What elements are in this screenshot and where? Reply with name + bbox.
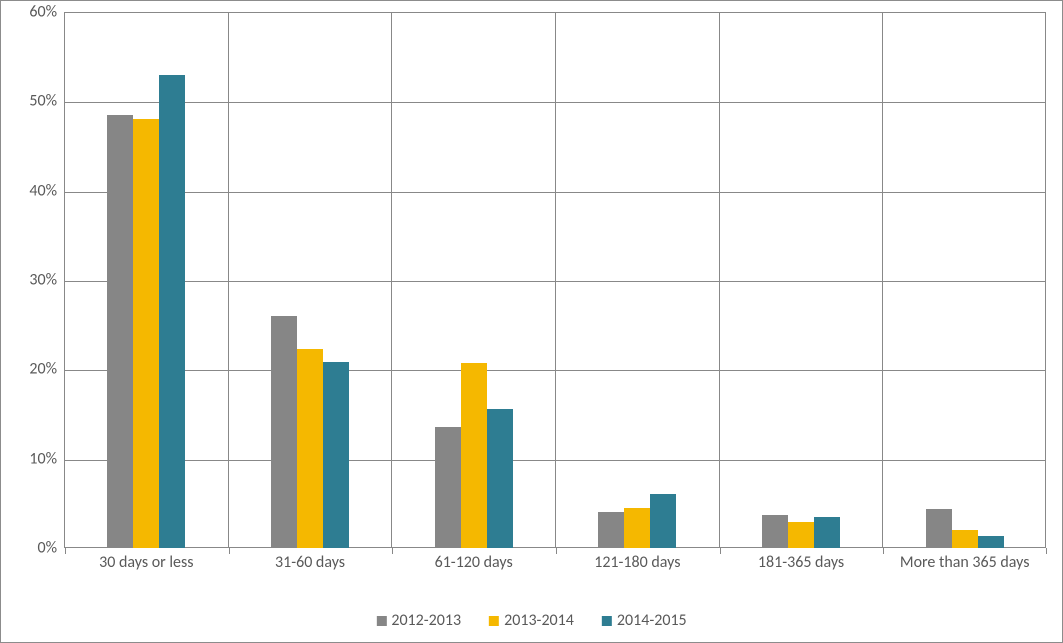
bar-group — [883, 12, 1046, 548]
y-tick-label: 60% — [7, 3, 57, 22]
legend-label: 2014-2015 — [617, 611, 687, 630]
y-tick-label: 30% — [7, 271, 57, 290]
category-label: 121-180 days — [556, 548, 719, 573]
bar-group — [392, 12, 555, 548]
legend-swatch — [602, 616, 612, 626]
category-label: 181-365 days — [720, 548, 883, 573]
legend-label: 2012-2013 — [391, 611, 461, 630]
y-tick-label: 40% — [7, 181, 57, 200]
category: 121-180 days — [555, 12, 719, 548]
tick-mark — [1046, 548, 1047, 554]
bar — [461, 363, 487, 548]
category-label: 31-60 days — [229, 548, 392, 573]
category: 61-120 days — [391, 12, 555, 548]
y-tick-label: 10% — [7, 449, 57, 468]
bar — [952, 530, 978, 548]
bar — [487, 409, 513, 548]
y-tick-label: 50% — [7, 92, 57, 111]
bar-group — [720, 12, 883, 548]
bar — [978, 536, 1004, 549]
bar — [271, 316, 297, 548]
bar — [297, 349, 323, 548]
legend-label: 2013-2014 — [504, 611, 574, 630]
bar — [159, 75, 185, 548]
category: 31-60 days — [228, 12, 392, 548]
bar-group — [556, 12, 719, 548]
legend: 2012-2013 2013-2014 2014-2015 — [376, 611, 686, 630]
legend-item: 2013-2014 — [489, 611, 574, 630]
category-label: More than 365 days — [883, 548, 1046, 573]
legend-item: 2012-2013 — [376, 611, 461, 630]
bar-group — [229, 12, 392, 548]
categories-row: 30 days or less31-60 days61-120 days121-… — [64, 12, 1046, 548]
legend-swatch — [376, 616, 386, 626]
bar — [624, 508, 650, 548]
legend-swatch — [489, 616, 499, 626]
bar — [788, 522, 814, 548]
category: 181-365 days — [719, 12, 883, 548]
category-label: 30 days or less — [65, 548, 228, 573]
category: 30 days or less — [64, 12, 228, 548]
bar-group — [65, 12, 228, 548]
legend-item: 2014-2015 — [602, 611, 687, 630]
bar — [107, 115, 133, 548]
bar — [926, 509, 952, 548]
y-tick-label: 0% — [7, 539, 57, 558]
category-label: 61-120 days — [392, 548, 555, 573]
bar-chart: 0% 10% 20% 30% 40% 50% 60% 30 days or less31-6… — [0, 0, 1063, 643]
bar — [762, 515, 788, 548]
bar — [323, 362, 349, 548]
bar — [598, 512, 624, 548]
bar — [133, 119, 159, 548]
category: More than 365 days — [882, 12, 1046, 548]
bar — [650, 494, 676, 548]
bar — [435, 427, 461, 548]
bar — [814, 517, 840, 548]
y-tick-label: 20% — [7, 360, 57, 379]
